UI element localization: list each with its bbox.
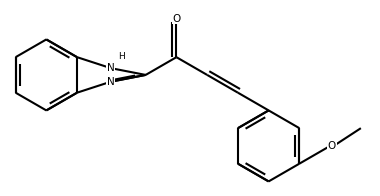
Text: O: O: [172, 14, 180, 24]
Text: N: N: [107, 77, 115, 87]
Text: O: O: [328, 141, 336, 151]
Text: H: H: [119, 52, 125, 61]
Text: N: N: [107, 63, 115, 73]
